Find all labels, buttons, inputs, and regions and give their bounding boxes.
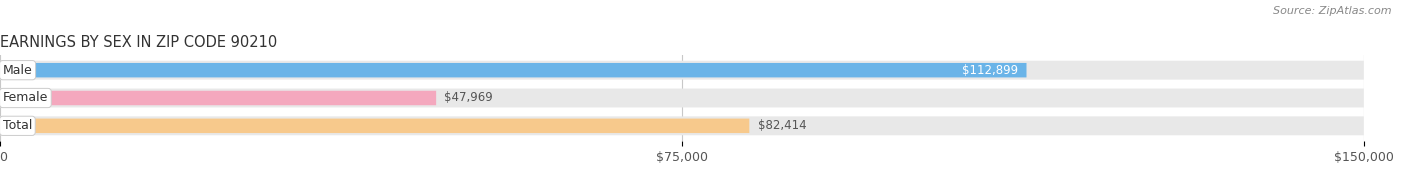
FancyBboxPatch shape bbox=[0, 116, 1364, 135]
FancyBboxPatch shape bbox=[0, 119, 749, 133]
FancyBboxPatch shape bbox=[0, 61, 1364, 80]
FancyBboxPatch shape bbox=[0, 91, 436, 105]
FancyBboxPatch shape bbox=[0, 89, 1364, 107]
Text: EARNINGS BY SEX IN ZIP CODE 90210: EARNINGS BY SEX IN ZIP CODE 90210 bbox=[0, 34, 277, 50]
Text: $82,414: $82,414 bbox=[758, 119, 806, 132]
Text: $47,969: $47,969 bbox=[444, 92, 494, 104]
FancyBboxPatch shape bbox=[0, 63, 1026, 77]
Text: Female: Female bbox=[3, 92, 48, 104]
Text: Total: Total bbox=[3, 119, 32, 132]
Text: $112,899: $112,899 bbox=[962, 64, 1018, 77]
Text: Source: ZipAtlas.com: Source: ZipAtlas.com bbox=[1274, 6, 1392, 16]
Text: Male: Male bbox=[3, 64, 32, 77]
